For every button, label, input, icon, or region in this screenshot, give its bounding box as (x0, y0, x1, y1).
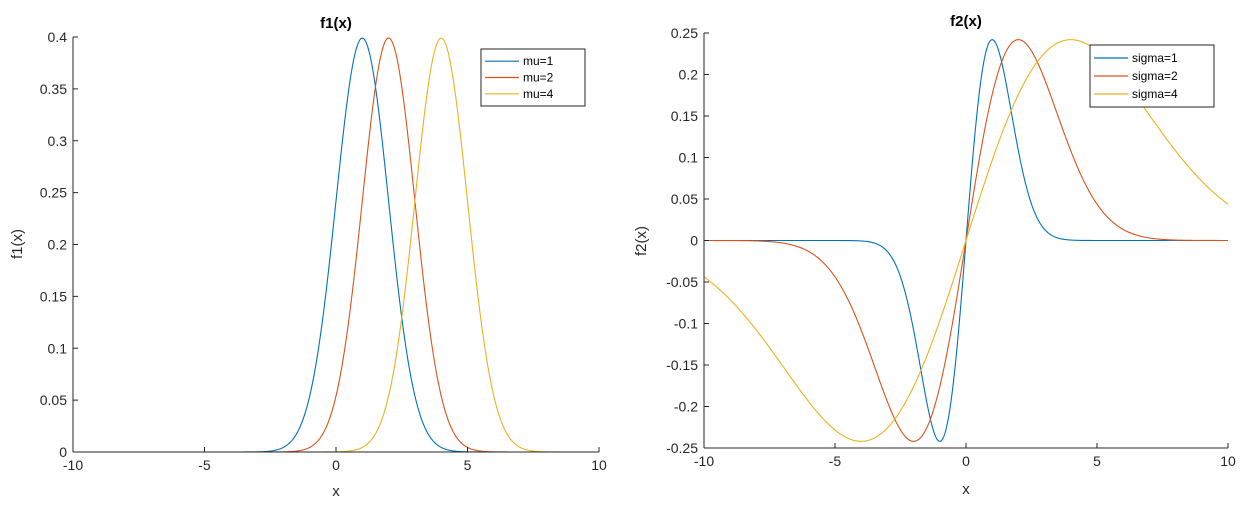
chart-f1-y-tick-label: 0.1 (48, 340, 68, 356)
chart-f2-y-tick-label: 0 (690, 233, 698, 249)
chart-f2-legend-label-2: sigma=2 (1132, 69, 1178, 83)
chart-f1-y-tick-label: 0.2 (48, 237, 68, 253)
chart-f1-title: f1(x) (320, 15, 352, 32)
chart-f1-legend-label-1: mu=1 (523, 54, 554, 68)
chart-f2-x-tick-label: 10 (1220, 453, 1236, 469)
chart-f2-x-tick-label: -5 (829, 453, 842, 469)
chart-f2: f2(x) -10 -5 0 5 10 -0.25 -0.2 -0.15 -0.1 -0.05 0 0… (633, 13, 1236, 498)
chart-f2-ylabel: f2(x) (633, 226, 650, 256)
chart-f1-x-tick-label: -5 (198, 457, 211, 473)
chart-f2-y-tick-label: 0.15 (671, 108, 698, 124)
chart-f2-xlabel: x (962, 481, 970, 498)
chart-f2-x-tick-label: 5 (1093, 453, 1101, 469)
chart-f1-axes: -10 -5 0 5 10 0 0.05 0.1 0.15 0.2 0.25 0.3 0.35 0.4 (40, 29, 607, 473)
chart-f1: f1(x) -10 -5 0 5 10 0 0.05 0.1 0.15 0.2 0.25 0.3 0.3… (9, 15, 607, 500)
chart-f2-y-tick-label: -0.25 (666, 440, 698, 456)
chart-f2-x-tick-label: -10 (694, 453, 714, 469)
chart-f2-axes: -10 -5 0 5 10 -0.25 -0.2 -0.15 -0.1 -0.05 0 0.05 0.1… (666, 25, 1236, 469)
chart-f1-y-tick-label: 0.05 (40, 392, 67, 408)
chart-f1-legend: mu=1 mu=2 mu=4 (480, 48, 586, 107)
chart-f1-x-tick-label: -10 (63, 457, 83, 473)
chart-f1-x-tick-label: 10 (591, 457, 607, 473)
chart-f2-y-tick-label: -0.2 (674, 399, 698, 415)
chart-f2-y-tick-label: -0.15 (666, 357, 698, 373)
chart-f2-y-tick-label: 0.05 (671, 191, 698, 207)
chart-f2-legend: sigma=1 sigma=2 sigma=4 (1089, 44, 1215, 108)
chart-f2-y-tick-label: 0.25 (671, 25, 698, 41)
chart-f2-y-tick-label: 0.2 (679, 67, 699, 83)
chart-f2-y-tick-label: -0.1 (674, 316, 698, 332)
chart-f1-y-tick-label: 0.25 (40, 185, 67, 201)
chart-f1-y-tick-label: 0.3 (48, 133, 68, 149)
chart-f2-title: f2(x) (950, 13, 982, 30)
chart-f1-y-tick-label: 0 (59, 444, 67, 460)
chart-f1-x-tick-label: 0 (332, 457, 340, 473)
chart-f2-legend-label-3: sigma=4 (1132, 87, 1178, 101)
chart-f2-x-tick-label: 0 (962, 453, 970, 469)
chart-f1-x-tick-label: 5 (464, 457, 472, 473)
chart-f1-legend-label-2: mu=2 (523, 71, 554, 85)
chart-f1-xlabel: x (332, 483, 340, 500)
chart-f1-legend-label-3: mu=4 (523, 87, 554, 101)
chart-f1-ylabel: f1(x) (9, 229, 26, 259)
chart-f1-y-tick-label: 0.35 (40, 81, 67, 97)
chart-f2-legend-label-1: sigma=1 (1132, 51, 1178, 65)
chart-f1-y-tick-label: 0.15 (40, 288, 67, 304)
chart-f1-y-tick-label: 0.4 (48, 29, 68, 45)
chart-f2-y-tick-label: 0.1 (679, 150, 699, 166)
chart-f2-y-tick-label: -0.05 (666, 274, 698, 290)
